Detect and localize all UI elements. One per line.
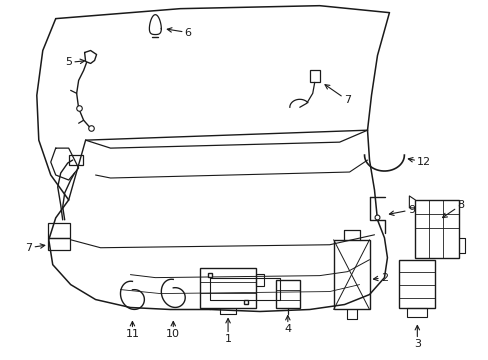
Text: 1: 1 <box>224 319 231 345</box>
Text: 8: 8 <box>442 200 464 217</box>
Bar <box>399 260 434 307</box>
Text: 7: 7 <box>325 85 350 105</box>
Text: 9: 9 <box>388 205 414 215</box>
Text: 5: 5 <box>65 58 84 67</box>
Bar <box>414 200 458 258</box>
Text: 10: 10 <box>166 321 180 339</box>
Bar <box>255 274 264 285</box>
Text: 11: 11 <box>125 321 139 339</box>
Bar <box>48 223 69 238</box>
Text: 6: 6 <box>167 28 191 37</box>
Bar <box>200 268 255 307</box>
Bar <box>275 280 299 307</box>
Bar <box>48 238 69 250</box>
Text: 12: 12 <box>407 157 430 167</box>
Text: 7: 7 <box>25 243 45 253</box>
Bar <box>309 71 319 82</box>
Bar <box>333 240 369 310</box>
Text: 4: 4 <box>284 315 291 334</box>
Bar <box>68 155 82 165</box>
Text: 3: 3 <box>413 325 420 349</box>
Text: 2: 2 <box>373 273 387 283</box>
Bar <box>407 307 427 318</box>
